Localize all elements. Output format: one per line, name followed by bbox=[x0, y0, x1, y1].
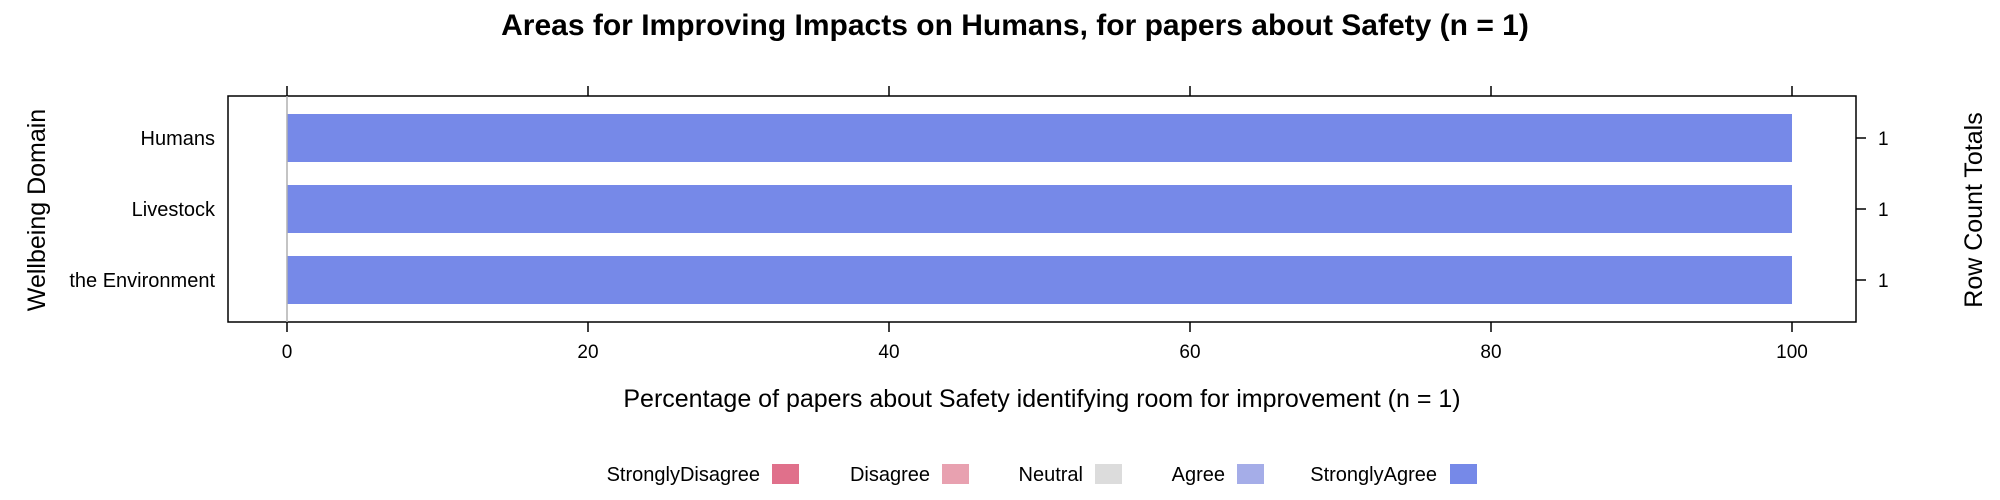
bars bbox=[287, 114, 1792, 304]
legend-label: Neutral bbox=[1019, 464, 1083, 486]
x-tick-label: 80 bbox=[1480, 342, 1501, 363]
legend-swatch bbox=[942, 464, 969, 484]
row-total-label: 1 bbox=[1878, 129, 1889, 150]
row-count-totals: 1 1 1 bbox=[1856, 129, 1889, 292]
category-labels: Humans Livestock the Environment bbox=[69, 128, 216, 292]
bar-stronglyagree-humans bbox=[287, 114, 1792, 162]
x-tick-label: 100 bbox=[1776, 342, 1808, 363]
legend-label: Disagree bbox=[850, 464, 930, 486]
y-axis-label-right: Row Count Totals bbox=[1960, 112, 1988, 307]
legend-label: Agree bbox=[1172, 464, 1225, 486]
legend-swatch bbox=[1095, 464, 1122, 484]
legend: StronglyDisagree Disagree Neutral Agree Stro… bbox=[607, 464, 1477, 486]
category-label: Livestock bbox=[132, 199, 216, 221]
x-axis-bottom: 0 20 40 60 80 100 bbox=[282, 322, 1808, 363]
legend-label: StronglyDisagree bbox=[607, 464, 760, 486]
x-tick-label: 40 bbox=[878, 342, 899, 363]
y-axis-label: Wellbeing Domain bbox=[23, 109, 51, 311]
x-axis-label: Percentage of papers about Safety identi… bbox=[623, 385, 1460, 413]
x-axis-top bbox=[286, 86, 1793, 96]
x-tick-label: 60 bbox=[1179, 342, 1200, 363]
bar-stronglyagree-the-environment bbox=[287, 256, 1792, 304]
category-label: Humans bbox=[141, 128, 215, 150]
category-label: the Environment bbox=[69, 270, 215, 292]
x-tick-label: 0 bbox=[282, 342, 293, 363]
legend-swatch bbox=[772, 464, 799, 484]
x-tick-label: 20 bbox=[577, 342, 598, 363]
row-total-label: 1 bbox=[1878, 200, 1889, 221]
legend-swatch bbox=[1237, 464, 1264, 484]
legend-label: StronglyAgree bbox=[1310, 464, 1437, 486]
row-total-label: 1 bbox=[1878, 271, 1889, 292]
bar-stronglyagree-livestock bbox=[287, 185, 1792, 233]
chart-title: Areas for Improving Impacts on Humans, f… bbox=[501, 9, 1529, 42]
legend-swatch bbox=[1450, 464, 1477, 484]
